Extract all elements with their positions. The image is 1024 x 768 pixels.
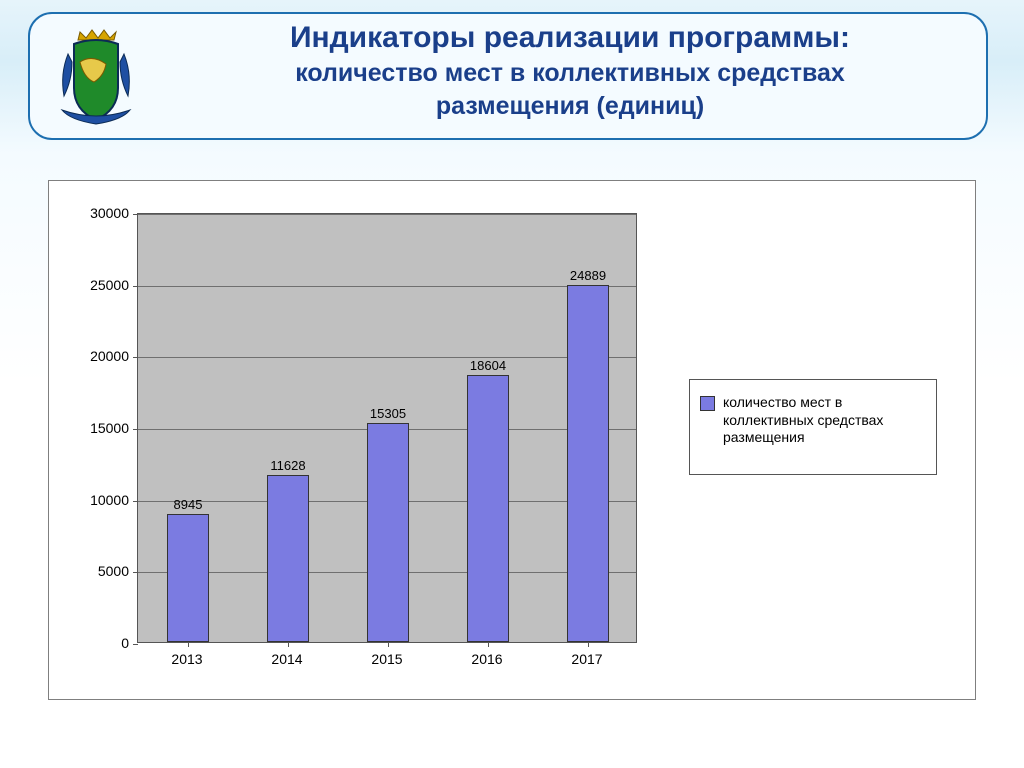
y-tick-label: 15000 — [49, 420, 129, 436]
bar — [267, 475, 309, 642]
chart-container: 894511628153051860424889 201320142015201… — [48, 180, 976, 700]
y-tick-mark — [133, 429, 138, 430]
title-line-2a: количество мест в коллективных средствах — [170, 58, 970, 89]
bar-value-label: 15305 — [358, 406, 418, 421]
bar-value-label: 8945 — [158, 497, 218, 512]
bar — [367, 423, 409, 642]
x-axis: 2013 2014 2015 2016 2017 — [137, 647, 637, 669]
y-tick-label: 5000 — [49, 563, 129, 579]
gridline — [138, 214, 636, 215]
crest-svg — [62, 30, 130, 124]
y-tick-mark — [133, 501, 138, 502]
bar-value-label: 18604 — [458, 358, 518, 373]
y-tick-mark — [133, 644, 138, 645]
y-tick-label: 10000 — [49, 492, 129, 508]
title-block: Индикаторы реализации программы: количес… — [170, 20, 970, 123]
title-line-1: Индикаторы реализации программы: — [170, 20, 970, 56]
header-panel: Индикаторы реализации программы: количес… — [28, 12, 988, 140]
bar-value-label: 24889 — [558, 268, 618, 283]
gridline — [138, 286, 636, 287]
gridline — [138, 357, 636, 358]
y-tick-mark — [133, 286, 138, 287]
bar — [167, 514, 209, 642]
y-tick-mark — [133, 214, 138, 215]
x-tick-label: 2013 — [157, 651, 217, 667]
y-tick-label: 0 — [49, 635, 129, 651]
x-tick-label: 2016 — [457, 651, 517, 667]
y-tick-label: 30000 — [49, 205, 129, 221]
bar-value-label: 11628 — [258, 458, 318, 473]
title-line-2b: размещения (единиц) — [170, 91, 970, 122]
y-tick-label: 20000 — [49, 348, 129, 364]
legend-swatch — [700, 396, 715, 411]
bar — [467, 375, 509, 642]
bar — [567, 285, 609, 642]
y-tick-label: 25000 — [49, 277, 129, 293]
x-tick-label: 2015 — [357, 651, 417, 667]
plot-area: 8945 11628 15305 18604 24889 — [137, 213, 637, 643]
legend-text: количество мест в коллективных средствах… — [723, 394, 926, 447]
y-tick-mark — [133, 572, 138, 573]
legend: количество мест в коллективных средствах… — [689, 379, 937, 475]
x-tick-label: 2017 — [557, 651, 617, 667]
x-tick-label: 2014 — [257, 651, 317, 667]
region-crest — [44, 24, 148, 128]
y-tick-mark — [133, 357, 138, 358]
